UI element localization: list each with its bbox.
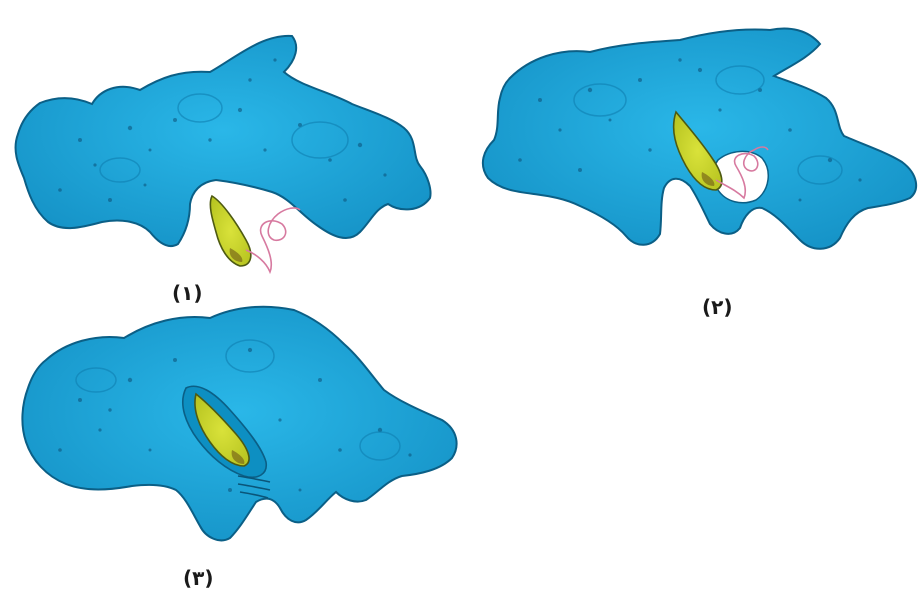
stage-1-texture xyxy=(58,58,387,202)
stage-1-parasite xyxy=(209,194,252,267)
stage-1-amoeba xyxy=(14,34,432,248)
stage-3-shading xyxy=(75,339,401,461)
panel-label-2: (۲) xyxy=(702,295,733,319)
stage-2-group xyxy=(481,27,918,250)
stage-1-shading xyxy=(99,93,349,183)
stage-1-parasite-core xyxy=(229,248,243,262)
stage-2-flagellum xyxy=(715,146,769,200)
stage-3-parasite-core xyxy=(231,450,245,464)
stage-2-parasite-core xyxy=(701,172,715,186)
stage-2-parasite xyxy=(672,110,723,191)
stage-1-flagellum xyxy=(245,207,301,275)
stage-3-parasite xyxy=(194,392,250,467)
stage-3-group xyxy=(21,305,458,542)
stage-2-amoeba xyxy=(481,27,918,250)
stage-3-flagellum-coil xyxy=(237,475,271,499)
panel-label-1: (۱) xyxy=(172,281,203,305)
panel-label-3: (۳) xyxy=(183,566,214,590)
stage-3-texture xyxy=(58,347,412,492)
stage-1-group xyxy=(14,34,432,275)
stage-2-texture xyxy=(518,58,862,202)
stage-2-shading xyxy=(573,65,843,185)
